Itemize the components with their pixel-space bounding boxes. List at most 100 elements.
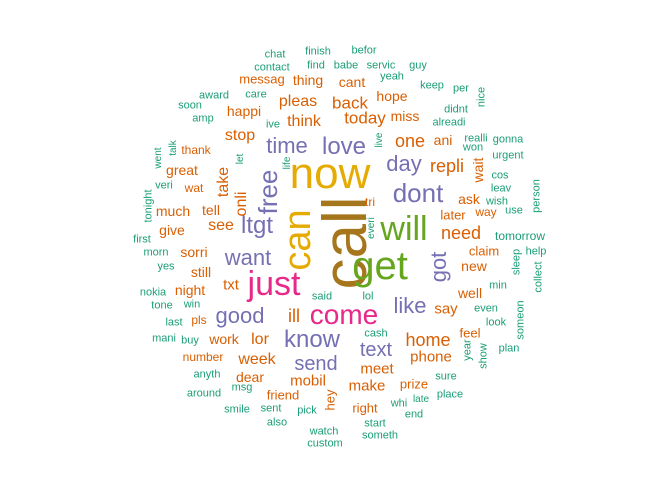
word-claim: claim	[468, 243, 500, 259]
word-back: back	[332, 93, 368, 113]
word-person: person	[530, 179, 543, 213]
word-right: right	[352, 400, 378, 416]
word-prize: prize	[399, 376, 429, 392]
word-got: got	[426, 251, 451, 283]
word-number: number	[182, 350, 224, 364]
word-place: place	[436, 388, 464, 401]
word-will: will	[380, 210, 428, 248]
word-custom: custom	[307, 437, 343, 450]
word-sleep: sleep	[510, 248, 523, 276]
word-ani: ani	[433, 132, 453, 148]
word-veri: veri	[155, 179, 173, 192]
word-per: per	[453, 82, 469, 95]
word-phone: phone	[410, 348, 452, 366]
word-home: home	[405, 330, 451, 350]
word-text: text	[359, 339, 393, 361]
word-whi: whi	[390, 397, 408, 410]
word-think: think	[287, 113, 321, 130]
word-sure: sure	[435, 370, 457, 383]
word-around: around	[186, 387, 222, 400]
word-free: free	[253, 169, 283, 215]
word-night: night	[174, 282, 206, 298]
word-make: make	[348, 377, 386, 395]
word-didnt: didnt	[444, 103, 468, 116]
word-smile: smile	[224, 403, 250, 416]
word-guy: guy	[409, 59, 427, 72]
word-leav: leav	[490, 182, 512, 195]
word-first: first	[133, 233, 151, 246]
word-won: won	[462, 141, 484, 154]
word-servic: servic	[366, 59, 396, 72]
word-help: help	[525, 245, 547, 258]
word-dear: dear	[235, 369, 265, 385]
word-pick: pick	[297, 404, 317, 417]
word-min: min	[489, 279, 507, 292]
word-feel: feel	[459, 325, 481, 341]
word-contact: contact	[254, 61, 290, 74]
word-year: year	[461, 339, 474, 361]
word-onli: onli	[233, 191, 250, 217]
word-still: still	[190, 264, 212, 280]
word-watch: watch	[309, 425, 339, 438]
word-went: went	[153, 147, 164, 169]
word-plan: plan	[498, 342, 520, 355]
word-say: say	[434, 300, 458, 318]
word-win: win	[183, 298, 201, 311]
word-wat: wat	[184, 181, 204, 195]
word-get: get	[352, 244, 408, 288]
word-want: want	[224, 245, 272, 270]
word-repli: repli	[429, 156, 465, 176]
word-come: come	[309, 299, 379, 330]
word-life: life	[282, 156, 293, 170]
word-finish: finish	[305, 45, 331, 58]
word-said: said	[311, 290, 333, 303]
word-tonight: tonight	[142, 189, 155, 223]
word-yeah: yeah	[380, 70, 404, 83]
word-like: like	[393, 293, 427, 318]
word-just: just	[247, 265, 301, 303]
word-good: good	[215, 303, 265, 328]
word-see: see	[208, 217, 234, 234]
word-today: today	[344, 108, 386, 128]
word-love: love	[321, 133, 367, 160]
word-later: later	[440, 207, 466, 223]
word-ill: ill	[288, 306, 300, 326]
word-urgent: urgent	[492, 149, 524, 162]
word-pls: pls	[191, 313, 207, 327]
word-alreadi: alreadi	[432, 116, 466, 129]
word-ive: ive	[265, 118, 281, 131]
word-happi: happi	[226, 103, 262, 119]
word-cant: cant	[338, 74, 366, 90]
word-miss: miss	[390, 108, 420, 124]
word-pleas: pleas	[278, 93, 318, 110]
word-collect: collect	[532, 261, 545, 293]
word-late: late	[412, 394, 430, 405]
word-messag: messag	[239, 71, 285, 87]
word-thing: thing	[292, 72, 324, 88]
word-need: need	[440, 223, 482, 243]
word-stop: stop	[224, 127, 256, 144]
word-hey: hey	[322, 389, 338, 411]
word-tell: tell	[202, 202, 220, 218]
word-anyth: anyth	[193, 368, 221, 381]
word-cos: cos	[491, 169, 509, 182]
word-one: one	[394, 131, 426, 151]
word-also: also	[266, 416, 288, 429]
word-even: even	[474, 302, 498, 315]
word-talk: talk	[168, 140, 179, 156]
word-dont: dont	[392, 178, 444, 208]
word-txt: txt	[223, 276, 239, 294]
word-wait: wait	[470, 157, 486, 183]
word-lor: lor	[251, 331, 269, 348]
word-soon: soon	[178, 99, 202, 112]
word-take: take	[215, 166, 232, 198]
word-now: now	[289, 149, 371, 198]
word-yes: yes	[157, 260, 175, 273]
word-gonna: gonna	[492, 133, 524, 146]
word-use: use	[505, 204, 523, 217]
word-nokia: nokia	[139, 286, 167, 299]
word-tone: tone	[151, 299, 173, 312]
word-mani: mani	[152, 332, 176, 345]
word-give: give	[159, 222, 185, 238]
